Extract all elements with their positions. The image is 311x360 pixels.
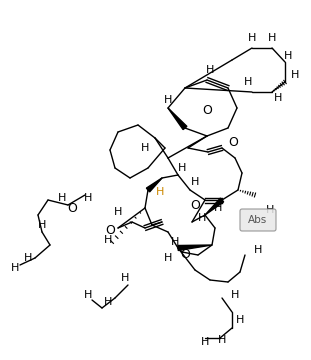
FancyBboxPatch shape xyxy=(240,209,276,231)
Text: H: H xyxy=(178,163,186,173)
Text: H: H xyxy=(248,33,256,43)
Text: H: H xyxy=(254,245,262,255)
Text: H: H xyxy=(291,70,299,80)
Text: H: H xyxy=(141,143,149,153)
Text: Abs: Abs xyxy=(248,215,268,225)
Text: O: O xyxy=(202,104,212,117)
Text: O: O xyxy=(228,135,238,149)
Text: H: H xyxy=(236,315,244,325)
Text: O: O xyxy=(180,248,190,261)
Text: O: O xyxy=(67,202,77,215)
Text: H: H xyxy=(121,273,129,283)
Text: H: H xyxy=(191,177,199,187)
Text: O: O xyxy=(190,198,200,212)
Text: H: H xyxy=(84,193,92,203)
Text: H: H xyxy=(171,237,179,247)
Polygon shape xyxy=(168,108,187,130)
Text: H: H xyxy=(156,187,164,197)
Polygon shape xyxy=(178,245,212,251)
Text: H: H xyxy=(214,203,222,213)
Text: H: H xyxy=(198,213,206,223)
Text: H: H xyxy=(284,51,292,61)
Text: H: H xyxy=(268,33,276,43)
Text: H: H xyxy=(58,193,66,203)
Text: H: H xyxy=(104,235,112,245)
Text: H: H xyxy=(164,95,172,105)
Text: H: H xyxy=(274,93,282,103)
Text: H: H xyxy=(114,207,122,217)
Text: H: H xyxy=(164,253,172,263)
Text: H: H xyxy=(201,337,209,347)
Text: H: H xyxy=(104,297,112,307)
Text: H: H xyxy=(231,290,239,300)
Text: H: H xyxy=(84,290,92,300)
Polygon shape xyxy=(146,178,162,192)
Text: H: H xyxy=(218,335,226,345)
Text: H: H xyxy=(206,65,214,75)
Polygon shape xyxy=(205,198,224,215)
Text: H: H xyxy=(266,205,274,215)
Text: H: H xyxy=(24,253,32,263)
Text: H: H xyxy=(38,220,46,230)
Text: H: H xyxy=(11,263,19,273)
Text: O: O xyxy=(105,224,115,237)
Text: H: H xyxy=(244,77,252,87)
